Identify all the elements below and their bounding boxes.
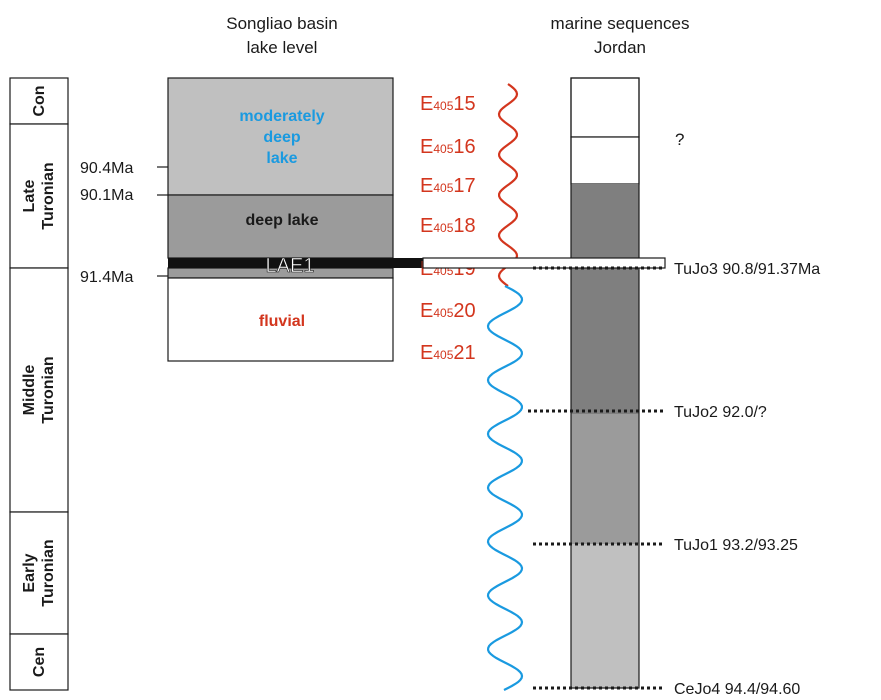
age-label-90-4: 90.4Ma xyxy=(80,160,133,177)
stage-label-con: Con xyxy=(31,85,48,116)
stage-label-late: Late xyxy=(21,179,38,212)
songliao-header-line2: lake level xyxy=(247,38,318,57)
lake-label-deep-1: deep xyxy=(263,129,301,146)
lake-unit-fluvial xyxy=(167,277,394,362)
lake-label-lake: lake xyxy=(266,150,297,167)
lake-level-column xyxy=(167,77,394,362)
jordan-header-line2: Jordan xyxy=(594,38,646,57)
age-label-90-1: 90.1Ma xyxy=(80,187,133,204)
stage-box-middle-turonian xyxy=(9,267,69,513)
stage-label-middle-turonian: Turonian xyxy=(40,356,57,423)
songliao-header-line1: Songliao basin xyxy=(226,14,338,33)
jordan-light-gray xyxy=(571,544,639,688)
jordan-top-white xyxy=(570,77,640,138)
stage-box-early-turonian xyxy=(9,511,69,635)
lake-unit-moderately-deep xyxy=(167,77,394,196)
cycle-label-16: E40516 xyxy=(420,136,476,158)
jordan-header-line1: marine sequences xyxy=(551,14,690,33)
lake-label-deep-lake: deep lake xyxy=(246,212,319,229)
cycle-label-21: E40521 xyxy=(420,342,476,364)
jordan-mid-gray xyxy=(571,414,639,544)
jordan-upper-white xyxy=(570,136,640,185)
sequence-label-cejo4: CeJo4 94.4/94.60 xyxy=(674,681,800,698)
cycle-label-20: E40520 xyxy=(420,300,476,322)
age-label-91-4: 91.4Ma xyxy=(80,269,133,286)
red-cycle-curve xyxy=(497,83,519,287)
lake-label-moderately: moderately xyxy=(239,108,324,125)
stage-box-late-turonian xyxy=(9,123,69,269)
jordan-dark-gray xyxy=(571,184,639,414)
lae1-label: LAE1 xyxy=(266,255,315,277)
stage-label-late-turonian: Turonian xyxy=(40,162,57,229)
stage-column xyxy=(9,77,69,691)
cycle-label-15: E40515 xyxy=(420,93,476,115)
lake-label-fluvial: fluvial xyxy=(259,313,305,330)
sequence-label-tujo1: TuJo1 93.2/93.25 xyxy=(674,537,798,554)
unknown-marker: ? xyxy=(675,130,684,149)
jordan-column xyxy=(570,77,640,689)
stage-label-early-turonian: Turonian xyxy=(40,539,57,606)
stage-box-con xyxy=(9,77,69,125)
stage-label-early: Early xyxy=(21,553,38,592)
lae1-black-band xyxy=(168,258,423,268)
sequence-label-tujo2: TuJo2 92.0/? xyxy=(674,404,767,421)
cycle-label-17: E40517 xyxy=(420,175,476,197)
stage-label-middle: Middle xyxy=(21,365,38,416)
lae1-correlation-band xyxy=(422,257,666,269)
sequence-label-tujo3: TuJo3 90.8/91.37Ma xyxy=(674,261,820,278)
stage-box-cen xyxy=(9,633,69,691)
stage-label-cen: Cen xyxy=(31,647,48,677)
cycle-label-18: E40518 xyxy=(420,215,476,237)
blue-cycle-curve xyxy=(486,285,524,691)
